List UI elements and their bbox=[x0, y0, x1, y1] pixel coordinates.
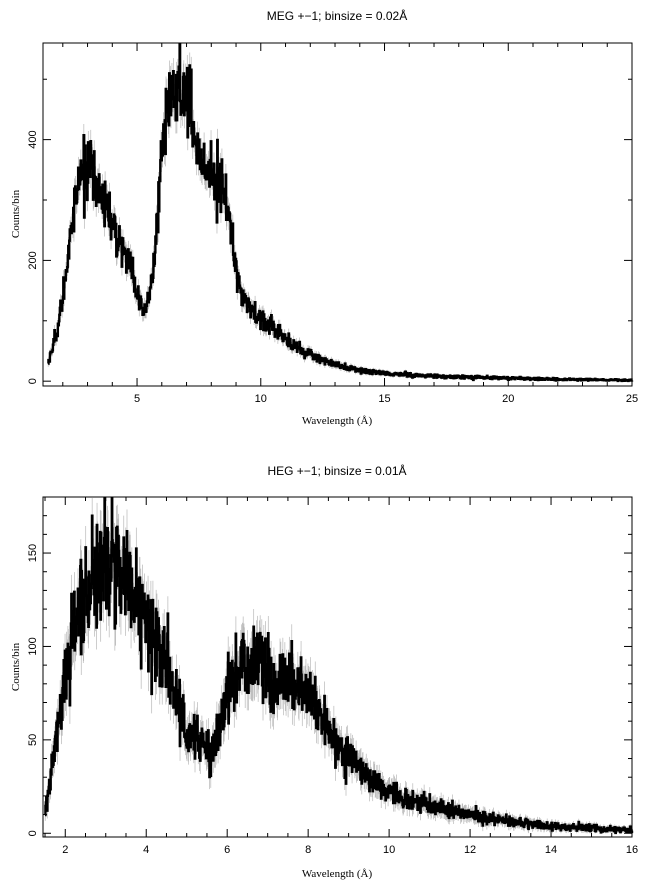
heg-x-tick-label: 6 bbox=[224, 844, 230, 856]
heg-y-axis-label: Counts/bin bbox=[10, 642, 22, 691]
meg-x-tick-label: 10 bbox=[255, 393, 267, 405]
meg-x-tick-label: 15 bbox=[378, 393, 390, 405]
meg-y-tick-label: 0 bbox=[27, 378, 39, 384]
heg-chart-title: HEG +−1; binsize = 0.01Å bbox=[267, 463, 406, 478]
meg-chart-title: MEG +−1; binsize = 0.02Å bbox=[267, 8, 407, 23]
meg-y-axis-label: Counts/bin bbox=[10, 189, 22, 238]
meg-y-tick-label: 200 bbox=[27, 251, 39, 269]
heg-spectrum-line bbox=[44, 496, 634, 835]
heg-x-axis-label: Wavelength (Å) bbox=[302, 868, 373, 880]
heg-axis-ticks: 2 4 6 8 10 12 14 16 0 50 100 150 bbox=[27, 496, 638, 856]
heg-x-tick-label: 10 bbox=[383, 844, 395, 856]
heg-error-bars bbox=[44, 498, 633, 834]
meg-spectrum-line bbox=[47, 42, 634, 383]
heg-x-tick-label: 4 bbox=[143, 844, 149, 856]
heg-y-tick-label: 150 bbox=[27, 544, 39, 562]
heg-panel: HEG +−1; binsize = 0.01Å 2 4 6 8 10 12 14 16 0 50… bbox=[10, 463, 638, 880]
heg-x-tick-label: 16 bbox=[626, 844, 638, 856]
meg-x-tick-label: 25 bbox=[626, 393, 638, 405]
meg-x-tick-label: 5 bbox=[134, 393, 140, 405]
meg-axis-ticks: 5 10 15 20 25 0 200 400 bbox=[27, 43, 638, 405]
heg-y-tick-label: 50 bbox=[27, 734, 39, 746]
meg-panel: MEG +−1; binsize = 0.02Å 5 10 15 20 25 0 200 40… bbox=[10, 8, 638, 427]
meg-plot-frame bbox=[42, 42, 633, 387]
meg-x-axis-label: Wavelength (Å) bbox=[302, 415, 373, 427]
heg-y-tick-label: 100 bbox=[27, 637, 39, 655]
heg-y-tick-label: 0 bbox=[27, 830, 39, 836]
meg-y-tick-label: 400 bbox=[27, 130, 39, 148]
heg-x-tick-label: 8 bbox=[305, 844, 311, 856]
heg-plot-frame bbox=[42, 496, 633, 838]
meg-x-tick-label: 20 bbox=[502, 393, 514, 405]
heg-x-tick-label: 12 bbox=[464, 844, 476, 856]
heg-error-bar-set bbox=[44, 498, 633, 834]
meg-error-bars bbox=[47, 44, 633, 382]
heg-x-tick-label: 2 bbox=[62, 844, 68, 856]
heg-x-tick-label: 14 bbox=[545, 844, 557, 856]
meg-error-bar-set bbox=[47, 44, 633, 382]
